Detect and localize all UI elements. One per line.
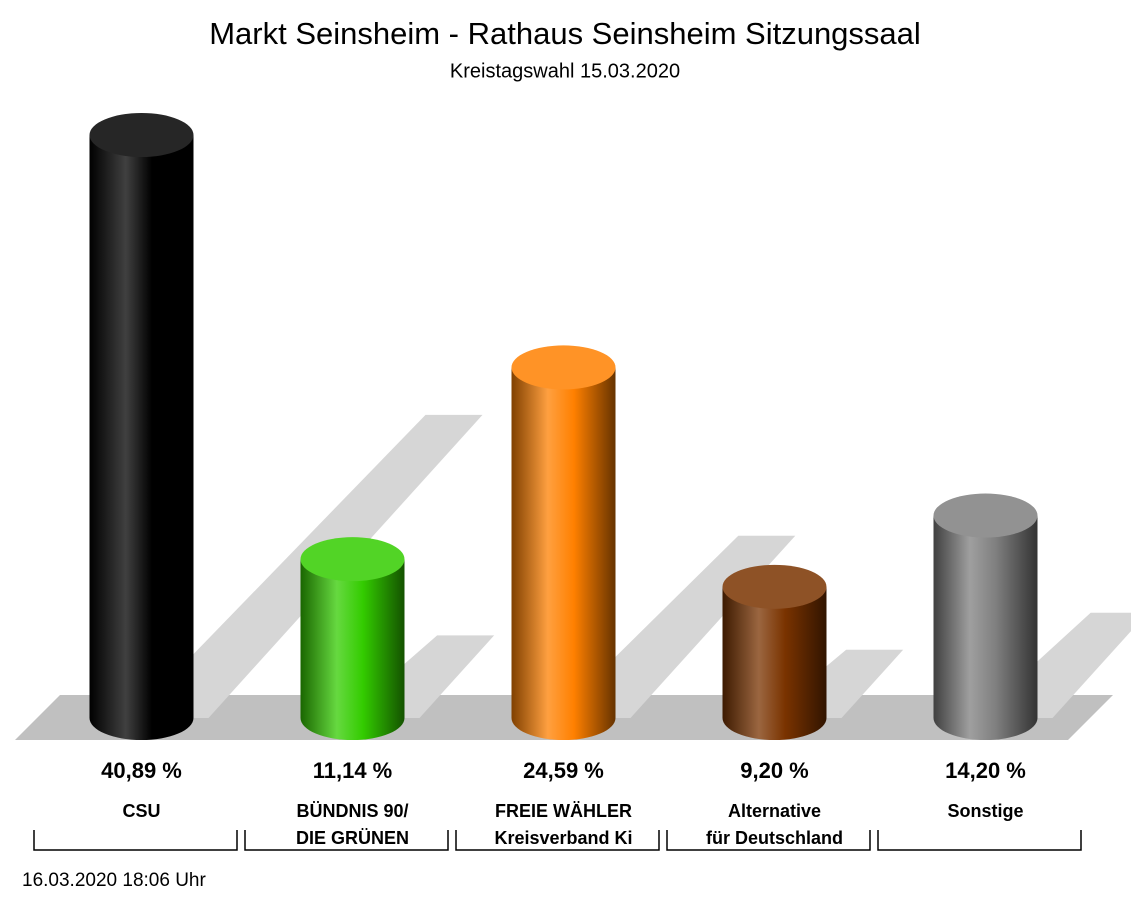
category-label: CSU — [122, 801, 160, 821]
bar — [89, 135, 194, 718]
category-label: für Deutschland — [706, 828, 843, 848]
bar-top — [89, 113, 194, 157]
category-label: Kreisverband Ki — [494, 828, 632, 848]
bar — [511, 367, 616, 718]
footer: 16.03.2020 18:06 Uhr — [22, 870, 206, 891]
bar-top — [933, 493, 1038, 538]
value-label: 11,14 % — [313, 758, 393, 783]
category-label: Sonstige — [947, 801, 1023, 821]
category-label: Alternative — [728, 801, 821, 821]
chart-subtitle: Kreistagswahl 15.03.2020 — [450, 60, 680, 82]
bar-top — [300, 537, 405, 582]
value-label: 40,89 % — [101, 758, 182, 783]
value-label: 9,20 % — [740, 758, 809, 783]
category-bracket — [877, 830, 1082, 851]
bar-top — [511, 345, 616, 390]
category-label: BÜNDNIS 90/ — [296, 801, 408, 821]
category-bracket — [666, 830, 871, 851]
value-label: 24,59 % — [523, 758, 604, 783]
category-bracket — [455, 830, 660, 851]
chart-title: Markt Seinsheim - Rathaus Seinsheim Sitz… — [209, 16, 921, 51]
category-bracket — [244, 830, 449, 851]
bar — [300, 559, 405, 718]
value-label: 14,20 % — [945, 758, 1026, 783]
category-bracket — [33, 830, 238, 851]
category-label: DIE GRÜNEN — [296, 828, 409, 848]
category-label: FREIE WÄHLER — [495, 801, 632, 821]
bar — [933, 515, 1038, 718]
bar-top — [722, 564, 827, 609]
